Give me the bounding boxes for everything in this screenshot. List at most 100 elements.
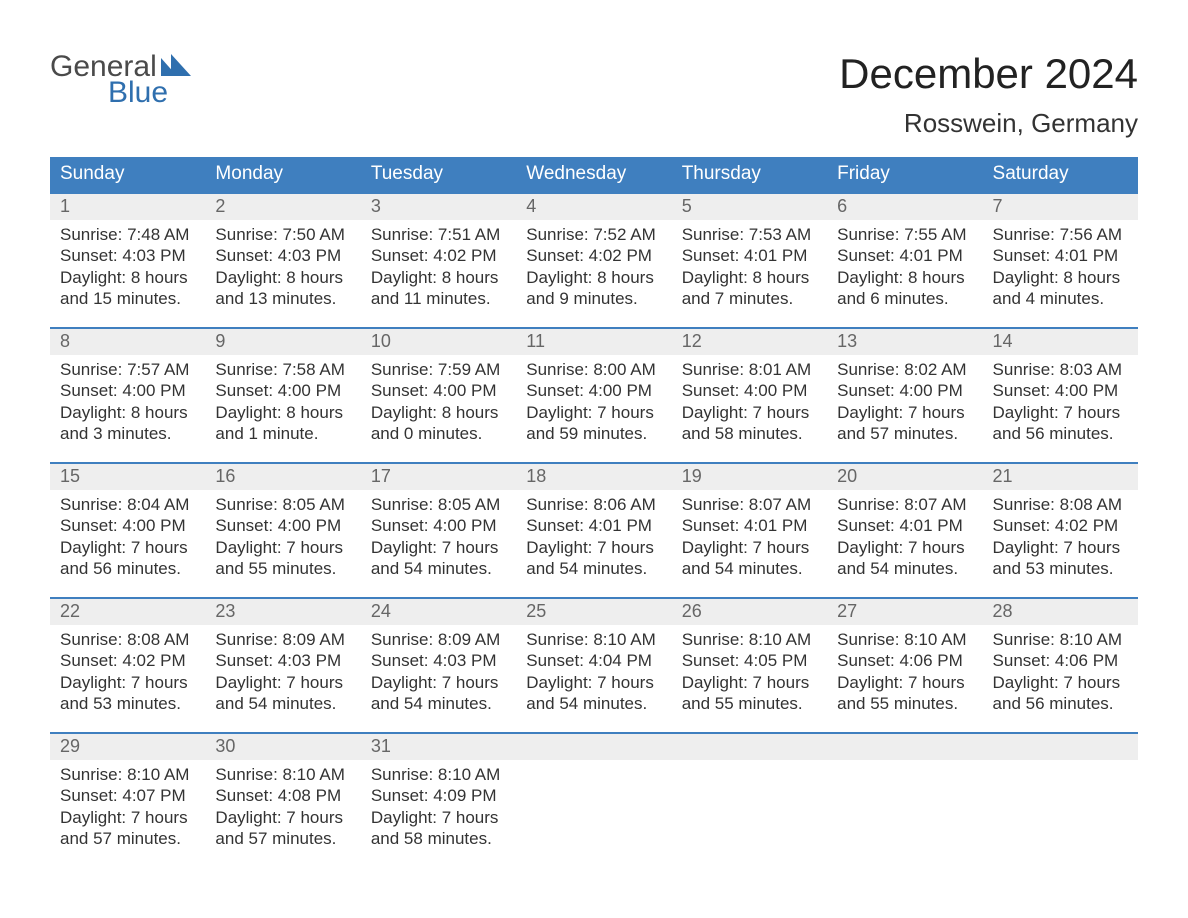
- brand-logo: General Blue: [50, 50, 195, 110]
- sunrise-text: Sunrise: 7:55 AM: [837, 224, 972, 245]
- sunset-text: Sunset: 4:00 PM: [682, 380, 817, 401]
- sunrise-text: Sunrise: 8:02 AM: [837, 359, 972, 380]
- calendar-week: 293031Sunrise: 8:10 AMSunset: 4:07 PMDay…: [50, 732, 1138, 853]
- day-cell: Sunrise: 8:08 AMSunset: 4:02 PMDaylight:…: [50, 625, 205, 718]
- daylight-text: Daylight: 7 hours and 54 minutes.: [526, 537, 661, 580]
- day-number: 29: [50, 734, 205, 760]
- weekday-header: Wednesday: [516, 157, 671, 192]
- sunrise-text: Sunrise: 8:10 AM: [60, 764, 195, 785]
- day-cell: [672, 760, 827, 853]
- day-cell: [827, 760, 982, 853]
- daynum-row: 891011121314: [50, 327, 1138, 355]
- day-number: 15: [50, 464, 205, 490]
- sunset-text: Sunset: 4:06 PM: [837, 650, 972, 671]
- daylight-text: Daylight: 7 hours and 58 minutes.: [682, 402, 817, 445]
- sunset-text: Sunset: 4:00 PM: [371, 380, 506, 401]
- sunrise-text: Sunrise: 7:53 AM: [682, 224, 817, 245]
- sunrise-text: Sunrise: 8:04 AM: [60, 494, 195, 515]
- sunrise-text: Sunrise: 8:09 AM: [371, 629, 506, 650]
- daylight-text: Daylight: 8 hours and 15 minutes.: [60, 267, 195, 310]
- day-number: [672, 734, 827, 760]
- day-number: 22: [50, 599, 205, 625]
- daylight-text: Daylight: 8 hours and 13 minutes.: [215, 267, 350, 310]
- day-cell: Sunrise: 7:50 AMSunset: 4:03 PMDaylight:…: [205, 220, 360, 313]
- sunset-text: Sunset: 4:03 PM: [60, 245, 195, 266]
- daylight-text: Daylight: 7 hours and 56 minutes.: [993, 672, 1128, 715]
- daylight-text: Daylight: 7 hours and 59 minutes.: [526, 402, 661, 445]
- sunrise-text: Sunrise: 8:03 AM: [993, 359, 1128, 380]
- sunrise-text: Sunrise: 8:10 AM: [215, 764, 350, 785]
- day-cell: Sunrise: 8:04 AMSunset: 4:00 PMDaylight:…: [50, 490, 205, 583]
- daylight-text: Daylight: 7 hours and 55 minutes.: [837, 672, 972, 715]
- sunrise-text: Sunrise: 8:05 AM: [371, 494, 506, 515]
- daylight-text: Daylight: 7 hours and 54 minutes.: [215, 672, 350, 715]
- sunset-text: Sunset: 4:01 PM: [837, 245, 972, 266]
- sunset-text: Sunset: 4:07 PM: [60, 785, 195, 806]
- day-number: 13: [827, 329, 982, 355]
- daylight-text: Daylight: 8 hours and 4 minutes.: [993, 267, 1128, 310]
- sunrise-text: Sunrise: 8:06 AM: [526, 494, 661, 515]
- day-cell: Sunrise: 8:09 AMSunset: 4:03 PMDaylight:…: [361, 625, 516, 718]
- daylight-text: Daylight: 7 hours and 54 minutes.: [837, 537, 972, 580]
- day-number: 16: [205, 464, 360, 490]
- weekday-header: Tuesday: [361, 157, 516, 192]
- day-cell: Sunrise: 8:07 AMSunset: 4:01 PMDaylight:…: [672, 490, 827, 583]
- calendar-grid: Sunday Monday Tuesday Wednesday Thursday…: [50, 157, 1138, 853]
- day-number: 27: [827, 599, 982, 625]
- sunset-text: Sunset: 4:03 PM: [215, 650, 350, 671]
- day-number: 31: [361, 734, 516, 760]
- daylight-text: Daylight: 7 hours and 53 minutes.: [993, 537, 1128, 580]
- day-number: 8: [50, 329, 205, 355]
- day-number: 18: [516, 464, 671, 490]
- calendar-week: 1234567Sunrise: 7:48 AMSunset: 4:03 PMDa…: [50, 192, 1138, 313]
- sunset-text: Sunset: 4:01 PM: [993, 245, 1128, 266]
- daylight-text: Daylight: 7 hours and 54 minutes.: [526, 672, 661, 715]
- day-number: 9: [205, 329, 360, 355]
- calendar-week: 22232425262728Sunrise: 8:08 AMSunset: 4:…: [50, 597, 1138, 718]
- daylight-text: Daylight: 8 hours and 11 minutes.: [371, 267, 506, 310]
- sunset-text: Sunset: 4:04 PM: [526, 650, 661, 671]
- sunrise-text: Sunrise: 7:58 AM: [215, 359, 350, 380]
- sunrise-text: Sunrise: 7:56 AM: [993, 224, 1128, 245]
- daylight-text: Daylight: 7 hours and 57 minutes.: [215, 807, 350, 850]
- day-cell: Sunrise: 7:55 AMSunset: 4:01 PMDaylight:…: [827, 220, 982, 313]
- sunset-text: Sunset: 4:08 PM: [215, 785, 350, 806]
- calendar-week: 15161718192021Sunrise: 8:04 AMSunset: 4:…: [50, 462, 1138, 583]
- calendar-week: 891011121314Sunrise: 7:57 AMSunset: 4:00…: [50, 327, 1138, 448]
- sunset-text: Sunset: 4:03 PM: [371, 650, 506, 671]
- sunrise-text: Sunrise: 7:48 AM: [60, 224, 195, 245]
- sunrise-text: Sunrise: 8:05 AM: [215, 494, 350, 515]
- day-number: 7: [983, 194, 1138, 220]
- header-block: General Blue December 2024 Rosswein, Ger…: [50, 50, 1138, 139]
- sunset-text: Sunset: 4:00 PM: [215, 380, 350, 401]
- daylight-text: Daylight: 8 hours and 9 minutes.: [526, 267, 661, 310]
- sunrise-text: Sunrise: 7:59 AM: [371, 359, 506, 380]
- day-number: 25: [516, 599, 671, 625]
- sunset-text: Sunset: 4:01 PM: [837, 515, 972, 536]
- daynum-row: 1234567: [50, 192, 1138, 220]
- daylight-text: Daylight: 7 hours and 58 minutes.: [371, 807, 506, 850]
- day-number: 14: [983, 329, 1138, 355]
- day-cell: Sunrise: 8:09 AMSunset: 4:03 PMDaylight:…: [205, 625, 360, 718]
- day-cell: Sunrise: 8:06 AMSunset: 4:01 PMDaylight:…: [516, 490, 671, 583]
- daylight-text: Daylight: 8 hours and 6 minutes.: [837, 267, 972, 310]
- weekday-header: Friday: [827, 157, 982, 192]
- day-cell: Sunrise: 7:57 AMSunset: 4:00 PMDaylight:…: [50, 355, 205, 448]
- day-cell: Sunrise: 8:00 AMSunset: 4:00 PMDaylight:…: [516, 355, 671, 448]
- sunset-text: Sunset: 4:05 PM: [682, 650, 817, 671]
- day-content-row: Sunrise: 8:04 AMSunset: 4:00 PMDaylight:…: [50, 490, 1138, 583]
- daylight-text: Daylight: 8 hours and 1 minute.: [215, 402, 350, 445]
- day-cell: Sunrise: 8:10 AMSunset: 4:08 PMDaylight:…: [205, 760, 360, 853]
- sunset-text: Sunset: 4:00 PM: [526, 380, 661, 401]
- day-content-row: Sunrise: 8:08 AMSunset: 4:02 PMDaylight:…: [50, 625, 1138, 718]
- day-cell: Sunrise: 7:48 AMSunset: 4:03 PMDaylight:…: [50, 220, 205, 313]
- sunrise-text: Sunrise: 7:51 AM: [371, 224, 506, 245]
- sunrise-text: Sunrise: 8:08 AM: [60, 629, 195, 650]
- sunrise-text: Sunrise: 7:52 AM: [526, 224, 661, 245]
- sunset-text: Sunset: 4:02 PM: [526, 245, 661, 266]
- day-number: 6: [827, 194, 982, 220]
- day-cell: Sunrise: 8:10 AMSunset: 4:06 PMDaylight:…: [827, 625, 982, 718]
- sunrise-text: Sunrise: 8:07 AM: [682, 494, 817, 515]
- sunrise-text: Sunrise: 7:50 AM: [215, 224, 350, 245]
- weekday-header-row: Sunday Monday Tuesday Wednesday Thursday…: [50, 157, 1138, 192]
